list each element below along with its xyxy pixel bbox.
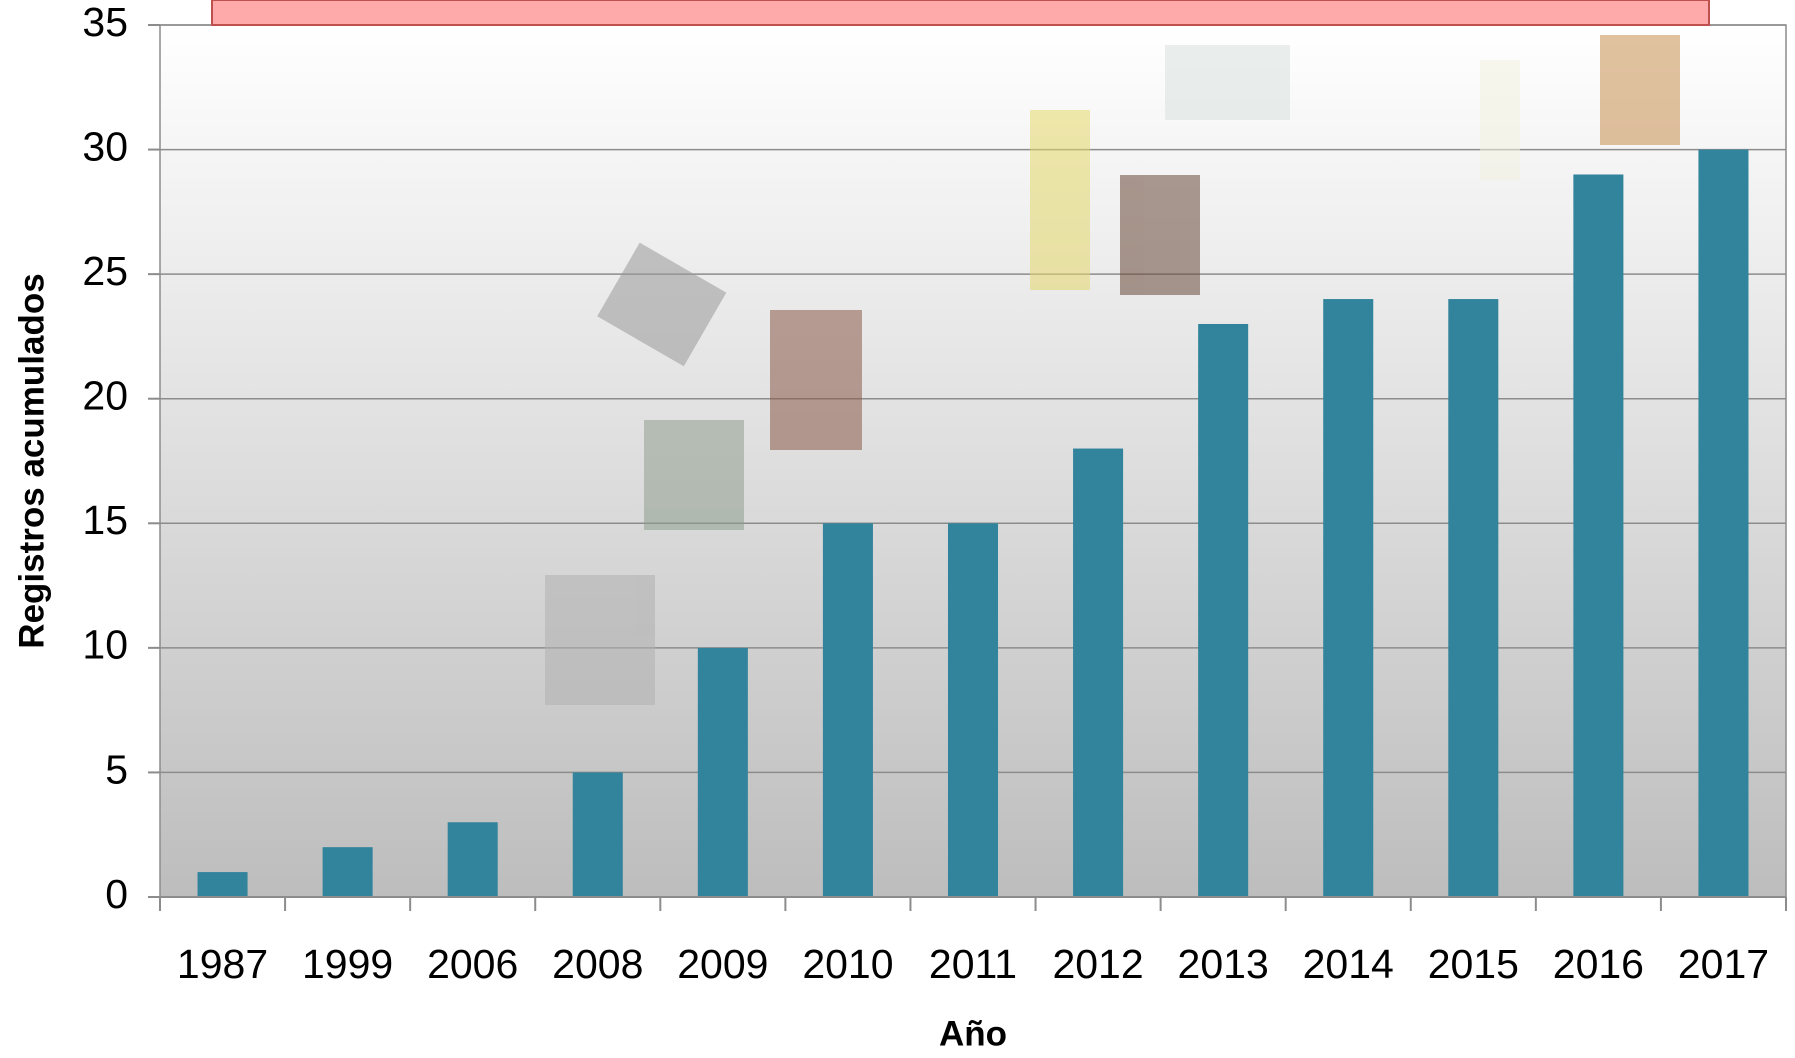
x-tick-label: 2013 <box>1178 941 1269 987</box>
photo <box>597 242 727 367</box>
banner <box>211 0 1710 26</box>
bar <box>697 647 748 897</box>
y-tick-label: 5 <box>105 746 128 792</box>
photo <box>1120 175 1200 295</box>
photo <box>1165 45 1290 120</box>
photo <box>545 575 655 705</box>
y-tick-label: 35 <box>82 0 128 45</box>
bars <box>197 149 1749 898</box>
x-tick-label: 2014 <box>1303 941 1394 987</box>
bar <box>1198 323 1249 897</box>
bar <box>822 523 873 897</box>
photo <box>1030 110 1090 290</box>
x-tick-label: 1999 <box>302 941 393 987</box>
bar <box>572 772 623 897</box>
bar <box>1698 149 1749 898</box>
y-axis-title: Registros acumulados <box>12 273 51 648</box>
x-tick-label: 2017 <box>1678 941 1769 987</box>
photo <box>644 420 744 530</box>
bar <box>322 847 373 897</box>
y-tick-label: 20 <box>82 373 128 419</box>
y-tick-label: 25 <box>82 248 128 294</box>
x-axis-title: Año <box>939 1014 1007 1053</box>
x-tick-label: 2009 <box>677 941 768 987</box>
x-tick-label: 2012 <box>1052 941 1143 987</box>
photo <box>1480 60 1520 180</box>
x-tick-label: 2015 <box>1428 941 1519 987</box>
x-tick-label: 2010 <box>802 941 893 987</box>
x-tick-label: 2016 <box>1553 941 1644 987</box>
x-tick-label: 1987 <box>177 941 268 987</box>
bar <box>1573 174 1624 897</box>
bar <box>447 822 498 897</box>
bar <box>1073 448 1124 897</box>
x-tick-label: 2006 <box>427 941 518 987</box>
y-tick-label: 10 <box>82 622 128 668</box>
photo <box>770 310 862 450</box>
y-tick-label: 15 <box>82 497 128 543</box>
bar <box>1323 299 1374 897</box>
product-photos <box>545 35 1680 705</box>
x-tick-label: 2008 <box>552 941 643 987</box>
x-tick-label: 2011 <box>929 941 1017 987</box>
y-tick-label: 0 <box>105 871 128 917</box>
y-tick-label: 30 <box>82 123 128 169</box>
bar <box>1448 299 1499 897</box>
bar <box>947 523 999 897</box>
bar <box>197 872 248 897</box>
photo <box>1600 35 1680 145</box>
